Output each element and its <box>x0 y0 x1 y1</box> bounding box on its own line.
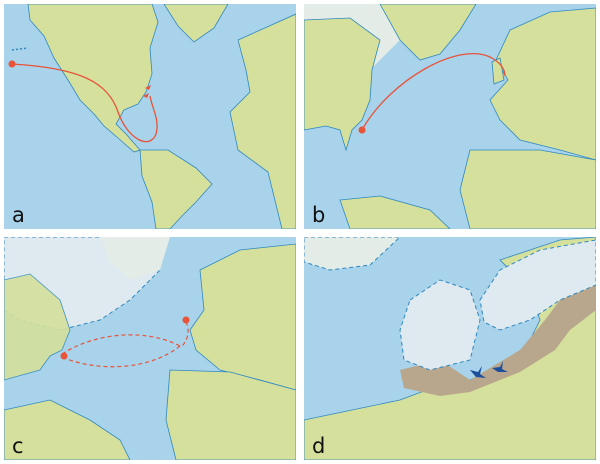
panel-c <box>4 237 296 460</box>
panel-b <box>304 4 596 229</box>
panel-label: d <box>312 434 325 458</box>
panel-label: b <box>312 203 325 227</box>
panel-a <box>4 4 296 229</box>
panel-label: c <box>12 434 24 458</box>
panel-label: a <box>12 203 25 227</box>
panel-d <box>304 237 596 460</box>
